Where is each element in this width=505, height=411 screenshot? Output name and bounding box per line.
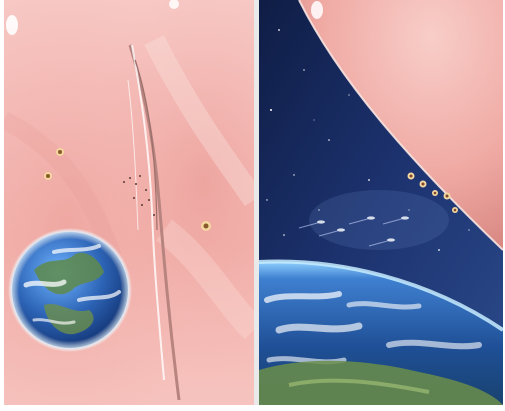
small-ship-1 bbox=[56, 148, 64, 156]
small-ship-2 bbox=[44, 172, 52, 180]
surface-crack bbox=[127, 44, 181, 401]
starfield bbox=[266, 24, 470, 251]
earth bbox=[8, 228, 132, 352]
pink-giant-surface bbox=[299, 0, 503, 250]
small-ship-3 bbox=[201, 221, 211, 231]
right-panel-illustration bbox=[259, 0, 503, 405]
fleet bbox=[407, 172, 458, 213]
left-panel-illustration bbox=[4, 0, 254, 405]
ship-silhouettes bbox=[317, 216, 409, 242]
earth-horizon bbox=[259, 259, 503, 405]
ship-swarm bbox=[123, 175, 155, 216]
panel-gutter bbox=[254, 0, 259, 405]
left-comic-panel bbox=[4, 0, 254, 405]
page-bottom-margin bbox=[0, 405, 505, 411]
ship-trails bbox=[298, 217, 406, 247]
right-comic-panel bbox=[259, 0, 503, 405]
